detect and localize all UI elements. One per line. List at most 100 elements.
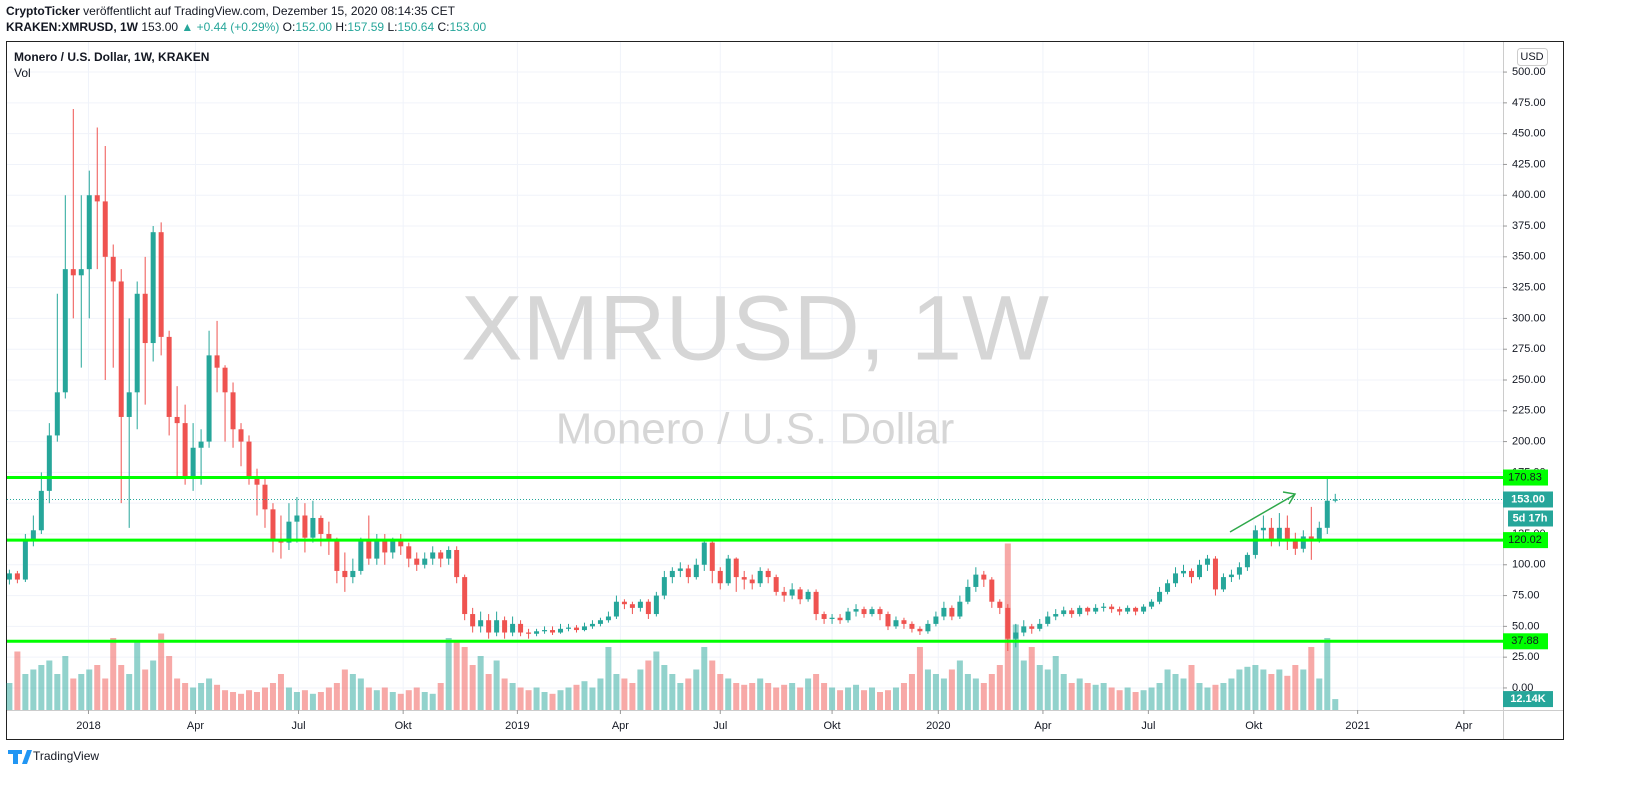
y-tick-label: 275.00: [1512, 343, 1546, 355]
x-tick-label: Apr: [1034, 720, 1051, 732]
volume-bar: [198, 683, 205, 710]
y-tick-label: 225.00: [1512, 405, 1546, 417]
candle-body: [1228, 574, 1234, 578]
candle-body: [853, 609, 859, 612]
candle-body: [1101, 606, 1107, 608]
volume-label-box: [1503, 691, 1553, 708]
candle-body: [78, 269, 84, 276]
candle-body: [653, 595, 659, 615]
candle-body: [110, 256, 116, 282]
volume-bar: [277, 674, 284, 710]
candle-body: [406, 546, 412, 559]
y-tick-label: 325.00: [1512, 282, 1546, 294]
candle-body: [1013, 632, 1019, 639]
candle-body: [198, 441, 204, 448]
candle-body: [757, 570, 763, 584]
candle-body: [613, 601, 619, 617]
volume-bar: [54, 674, 61, 710]
volume-bar: [597, 678, 604, 710]
candle-body: [118, 281, 124, 417]
volume-bar: [908, 674, 915, 710]
x-tick-label: Apr: [1455, 720, 1472, 732]
candle-body: [270, 509, 276, 541]
o: 152.00: [295, 20, 332, 34]
candle-body: [701, 542, 707, 565]
volume-bar: [1236, 669, 1243, 710]
volume-bar: [581, 681, 588, 710]
volume-bar: [445, 638, 452, 710]
candle-body: [965, 586, 971, 602]
volume-bar: [174, 678, 181, 710]
candle-body: [773, 577, 779, 592]
candle-body: [645, 601, 651, 615]
volume-bar: [437, 683, 444, 710]
candle-body: [893, 620, 899, 627]
candle-body: [789, 589, 795, 596]
candle-body: [749, 579, 755, 584]
quote-line: KRAKEN:XMRUSD, 1W 153.00 ▲ +0.44 (+0.29%…: [6, 20, 487, 34]
candle-body: [46, 435, 52, 491]
volume-bar: [677, 683, 684, 710]
volume-bar: [948, 669, 955, 710]
x-tick-label: 2019: [505, 720, 529, 732]
candle-body: [166, 336, 172, 417]
volume-bar: [924, 669, 931, 710]
volume-bar: [525, 690, 532, 710]
volume-bar: [964, 674, 971, 710]
footer-brand[interactable]: TradingView: [33, 749, 99, 763]
candle-body: [861, 609, 867, 615]
volume-bar: [1060, 674, 1067, 710]
candle-body: [581, 626, 587, 631]
candle-body: [486, 620, 492, 633]
candle-body: [254, 478, 260, 485]
volume-bar: [1228, 678, 1235, 710]
candle-body: [1045, 616, 1051, 624]
candle-body: [981, 574, 987, 580]
candle-body: [494, 620, 500, 633]
y-tick-label: 475.00: [1512, 97, 1546, 109]
last-price-label: 153.00: [1511, 493, 1545, 505]
volume-bar: [829, 687, 836, 710]
volume-bar: [1140, 690, 1147, 710]
volume-bar: [1212, 684, 1219, 710]
y-tick-label: 400.00: [1512, 189, 1546, 201]
published: veröffentlicht auf TradingView.com, Deze…: [83, 4, 455, 18]
volume-bar: [669, 674, 676, 710]
candle-body: [358, 540, 364, 571]
candle-body: [1308, 536, 1314, 541]
candle-body: [709, 542, 715, 571]
candle-body: [302, 515, 308, 538]
candle-body: [286, 521, 292, 543]
candle-body: [398, 540, 404, 547]
volume-bar: [1156, 683, 1163, 710]
volume-bar: [629, 683, 636, 710]
volume-bar: [1116, 690, 1123, 710]
candle-body: [621, 601, 627, 605]
l-label: L:: [387, 20, 397, 34]
x-tick-label: Okt: [1245, 720, 1262, 732]
candle-body: [374, 540, 380, 559]
candle-body: [22, 540, 28, 580]
volume-bar: [1132, 692, 1139, 710]
currency-box[interactable]: [1517, 48, 1548, 66]
frame: [6, 41, 1564, 740]
volume-bar: [182, 683, 189, 710]
volume-bar: [86, 669, 93, 710]
level-label-box: [1503, 469, 1548, 486]
candle-body: [366, 540, 372, 559]
candle-body: [1125, 607, 1131, 612]
volume-bar: [357, 678, 364, 710]
candle-body: [1133, 607, 1139, 612]
volume-bar: [805, 678, 812, 710]
volume-bar: [509, 683, 516, 710]
x-tick-label: Okt: [824, 720, 841, 732]
volume-bar: [693, 669, 700, 710]
candle-body: [438, 552, 444, 559]
x-tick-label: Jul: [1141, 720, 1155, 732]
volume-bar: [1028, 647, 1035, 710]
candle-body: [1005, 607, 1011, 639]
level-label: 37.88: [1511, 635, 1539, 647]
volume-bar: [1076, 678, 1083, 710]
candle-body: [510, 623, 516, 633]
candle-body: [901, 620, 907, 624]
